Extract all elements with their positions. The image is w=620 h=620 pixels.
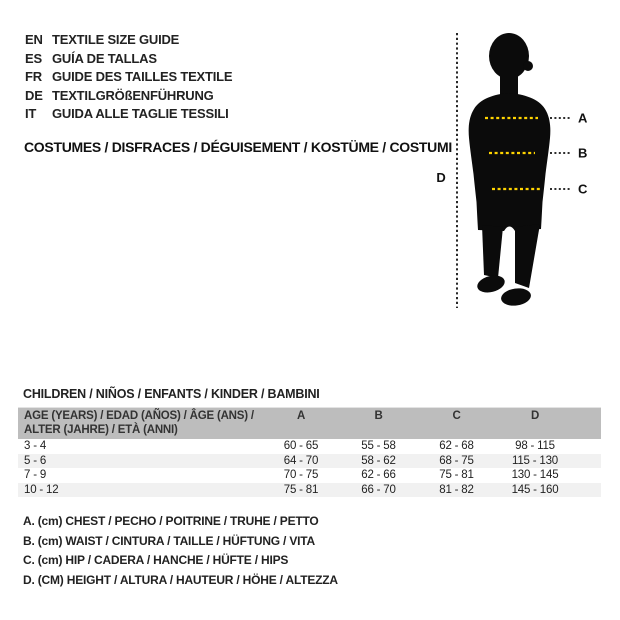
label-b: B: [578, 146, 587, 161]
silhouette-torso: [468, 93, 551, 231]
lang-code: EN: [25, 32, 43, 47]
label-d: D: [436, 170, 445, 185]
silhouette-left-shoe: [477, 275, 505, 293]
table-body: 3 - 4 60 - 65 55 - 58 62 - 68 98 - 115 5…: [18, 439, 601, 497]
child-silhouette: [468, 33, 551, 306]
waist-cell: 62 - 66: [361, 469, 396, 481]
column-header-c: C: [452, 410, 461, 422]
silhouette-right-leg: [515, 224, 540, 288]
hip-cell: 68 - 75: [439, 454, 474, 467]
children-size-table: AGE (YEARS) / EDAD (AÑOS) / ÂGE (ANS) / …: [18, 407, 601, 497]
table-row: 5 - 6 64 - 70 58 - 62 68 - 75 115 - 130: [18, 453, 601, 468]
silhouette-ear: [523, 61, 533, 71]
column-header-b: B: [374, 410, 383, 422]
lang-row-it: IT GUIDA ALLE TAGLIE TESSILI: [25, 105, 232, 124]
language-title-list: EN TEXTILE SIZE GUIDE ES GUÍA DE TALLAS …: [25, 31, 233, 124]
age-cell: 5 - 6: [24, 454, 47, 467]
silhouette-left-leg: [482, 225, 503, 278]
age-header-cell: AGE (YEARS) / EDAD (AÑOS) / ÂGE (ANS) / …: [18, 408, 262, 439]
child-silhouette-figure: D A B C: [436, 33, 588, 308]
age-cell: 7 - 9: [24, 469, 47, 481]
silhouette-neck: [500, 65, 518, 97]
hip-cell: 81 - 82: [439, 483, 474, 496]
children-section-title: CHILDREN / NIÑOS / ENFANTS / KINDER / BA…: [23, 387, 320, 401]
age-cell: 3 - 4: [24, 440, 47, 452]
measurement-diagram: D A B C: [430, 25, 600, 315]
lang-label: GUIDA ALLE TAGLIE TESSILI: [52, 106, 229, 121]
lang-code: DE: [25, 87, 43, 103]
lang-label: TEXTILGRÖßENFÜHRUNG: [52, 87, 214, 103]
legend-chest: A. (cm) CHEST / PECHO / POITRINE / TRUHE…: [23, 514, 319, 528]
table-row: 3 - 4 60 - 65 55 - 58 62 - 68 98 - 115: [18, 439, 601, 454]
lang-code: IT: [25, 106, 37, 121]
waist-cell: 55 - 58: [361, 440, 396, 452]
measurement-legend: A. (cm) CHEST / PECHO / POITRINE / TRUHE…: [23, 512, 338, 590]
lang-label: TEXTILE SIZE GUIDE: [52, 32, 180, 47]
column-header-a: A: [296, 410, 306, 422]
table-row: 7 - 9 70 - 75 62 - 66 75 - 81 130 - 145: [18, 468, 601, 483]
lang-label: GUÍA DE TALLAS: [52, 50, 157, 66]
lang-row-de: DE TEXTILGRÖßENFÜHRUNG: [25, 87, 232, 106]
legend-waist: B. (cm) WAIST / CINTURA / TAILLE / HÜFTU…: [23, 533, 315, 548]
silhouette-head: [489, 33, 529, 79]
chest-cell: 75 - 81: [283, 483, 319, 496]
lang-label: GUIDE DES TAILLES TEXTILE: [52, 69, 233, 84]
waist-cell: 58 - 62: [361, 454, 396, 467]
column-header-d: D: [530, 410, 540, 422]
legend-hip: C. (cm) HIP / CADERA / HANCHE / HÜFTE / …: [23, 553, 289, 568]
age-cell: 10 - 12: [24, 483, 59, 496]
height-cell: 130 - 145: [511, 469, 559, 481]
height-cell: 115 - 130: [512, 454, 558, 467]
height-cell: 98 - 115: [515, 440, 555, 452]
label-c: C: [578, 182, 588, 197]
table-row: 10 - 12 75 - 81 66 - 70 81 - 82 145 - 16…: [18, 482, 601, 497]
chest-cell: 64 - 70: [283, 454, 319, 467]
waist-cell: 66 - 70: [361, 483, 396, 496]
table-header-row: AGE (YEARS) / EDAD (AÑOS) / ÂGE (ANS) / …: [18, 408, 601, 439]
lang-row-es: ES GUÍA DE TALLAS: [25, 50, 232, 69]
age-header-line2: ALTER (JAHRE) / ETÀ (ANNI): [24, 423, 178, 436]
chest-cell: 60 - 65: [283, 440, 319, 452]
lang-row-en: EN TEXTILE SIZE GUIDE: [25, 31, 232, 50]
age-header-line1: AGE (YEARS) / EDAD (AÑOS) / ÂGE (ANS) /: [24, 410, 254, 422]
category-title: COSTUMES / DISFRACES / DÉGUISEMENT / KOS…: [24, 139, 452, 155]
label-a: A: [578, 111, 588, 126]
height-cell: 145 - 160: [511, 483, 559, 496]
hip-cell: 75 - 81: [439, 469, 474, 481]
lang-row-fr: FR GUIDE DES TAILLES TEXTILE: [25, 68, 233, 87]
hip-cell: 62 - 68: [439, 440, 474, 452]
lang-code: ES: [25, 50, 42, 66]
chest-cell: 70 - 75: [283, 469, 319, 481]
silhouette-right-shoe: [501, 288, 531, 306]
legend-height: D. (CM) HEIGHT / ALTURA / HAUTEUR / HÖHE…: [23, 572, 338, 587]
lang-code: FR: [25, 69, 42, 84]
